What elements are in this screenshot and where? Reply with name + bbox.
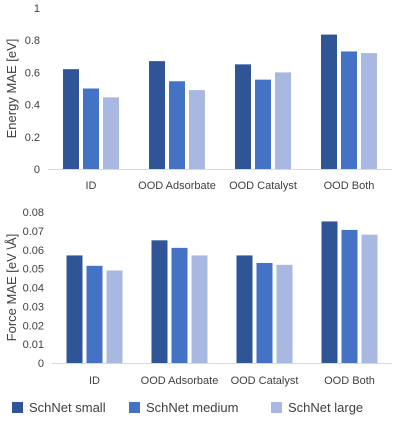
chart-legend: SchNet small SchNet medium SchNet large (12, 400, 363, 415)
y-tick-label: 0 (34, 164, 40, 176)
y-tick-label: 0.01 (23, 339, 44, 351)
bar-schnet-large-id (106, 270, 123, 363)
bar-schnet-small-ood-catalyst (236, 255, 253, 363)
y-tick-label: 0.02 (23, 320, 44, 332)
bar-schnet-small-ood-adsorbate (151, 240, 168, 363)
legend-swatch (129, 402, 140, 413)
bar-schnet-large-ood-both (361, 53, 377, 169)
bar-schnet-large-ood-adsorbate (191, 255, 208, 363)
bar-schnet-small-ood-catalyst (235, 64, 251, 169)
x-category-label: ID (86, 180, 97, 192)
x-category-label: ID (89, 375, 100, 387)
bar-schnet-medium-ood-both (341, 229, 358, 363)
y-axis-title: Force MAE [eV \Å] (4, 234, 19, 342)
bar-schnet-large-ood-catalyst (275, 72, 291, 169)
bar-schnet-large-id (103, 97, 119, 169)
bar-schnet-small-ood-both (321, 34, 337, 169)
bar-schnet-large-ood-adsorbate (189, 90, 205, 169)
y-tick-label: 0.04 (23, 283, 44, 295)
bar-schnet-medium-ood-adsorbate (169, 81, 185, 169)
x-category-label: OOD Adsorbate (141, 375, 219, 387)
x-category-label: OOD Both (324, 180, 375, 192)
y-tick-label: 0.07 (23, 226, 44, 238)
y-tick-label: 0.8 (25, 35, 40, 47)
x-category-label: OOD Adsorbate (138, 180, 216, 192)
legend-swatch (271, 402, 282, 413)
y-tick-label: 0.08 (23, 207, 44, 219)
y-tick-label: 0.2 (25, 132, 40, 144)
legend-label: SchNet large (288, 400, 363, 415)
y-tick-label: 0.6 (25, 67, 40, 79)
y-tick-label: 0.4 (25, 100, 40, 112)
y-tick-label: 0.06 (23, 245, 44, 257)
y-tick-label: 0.05 (23, 264, 44, 276)
bar-schnet-medium-ood-catalyst (255, 79, 271, 169)
bar-schnet-large-ood-both (361, 234, 378, 363)
x-category-label: OOD Catalyst (229, 180, 297, 192)
x-category-label: OOD Catalyst (231, 375, 299, 387)
y-axis-title: Energy MAE [eV] (4, 39, 19, 139)
bar-schnet-small-id (66, 255, 83, 363)
y-tick-label: 1 (34, 3, 40, 15)
bar-schnet-small-ood-both (321, 221, 338, 363)
energy-mae-chart: 0 0.2 0.4 0.6 0.8 1 Energy MAE [eV] ID OOD Adsor… (4, 3, 392, 192)
y-tick-label: 0.03 (23, 301, 44, 313)
legend-swatch (12, 402, 23, 413)
bar-schnet-small-id (63, 69, 79, 169)
bar-schnet-large-ood-catalyst (276, 264, 293, 363)
y-tick-label: 0 (38, 358, 44, 370)
bar-schnet-medium-id (83, 88, 99, 169)
x-category-label: OOD Both (324, 375, 375, 387)
legend-label: SchNet medium (146, 400, 238, 415)
bar-schnet-medium-ood-both (341, 51, 357, 169)
bar-schnet-medium-ood-adsorbate (171, 247, 188, 363)
bar-schnet-medium-id (86, 265, 103, 363)
force-mae-chart: 0 0.01 0.02 0.03 0.04 0.05 0.06 0.07 0.08 Force M… (4, 207, 392, 387)
bar-schnet-medium-ood-catalyst (256, 262, 273, 363)
legend-label: SchNet small (29, 400, 106, 415)
bar-schnet-small-ood-adsorbate (149, 61, 165, 169)
